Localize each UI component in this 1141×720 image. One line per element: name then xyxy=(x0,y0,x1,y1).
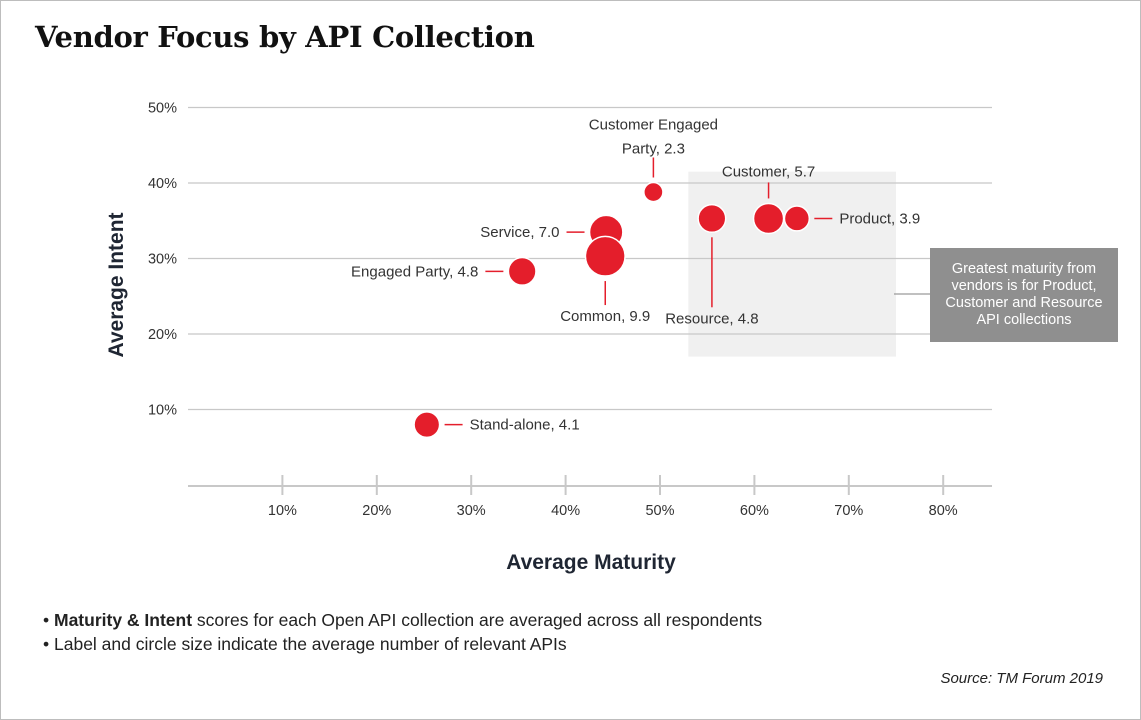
highlight-region xyxy=(688,171,896,357)
source-note: Source: TM Forum 2019 xyxy=(940,670,1103,687)
bubble-label: Customer Engaged Party, 2.3 xyxy=(589,117,718,158)
bubble xyxy=(697,203,727,234)
y-tick-label: 10% xyxy=(148,403,177,419)
bubble xyxy=(783,205,811,232)
note-item: • Label and circle size indicate the ave… xyxy=(43,634,567,654)
note-text: Label and circle size indicate the avera… xyxy=(54,634,567,654)
bubble-label: Common, 9.9 xyxy=(560,308,650,325)
note-bold: Maturity & Intent xyxy=(54,610,193,630)
y-tick-label: 20% xyxy=(148,327,177,343)
bubble xyxy=(584,235,626,277)
y-tick-label: 30% xyxy=(148,252,177,268)
y-axis-label: Average Intent xyxy=(105,212,128,358)
bubble xyxy=(413,411,441,439)
x-tick-label: 70% xyxy=(834,503,863,519)
note-text: scores for each Open API collection are … xyxy=(192,610,763,630)
bubble-label: Engaged Party, 4.8 xyxy=(351,263,478,280)
x-tick-label: 20% xyxy=(362,503,391,519)
x-axis-label: Average Maturity xyxy=(506,551,676,574)
y-tick-label: 50% xyxy=(148,101,177,117)
bubble xyxy=(643,181,664,203)
notes-list: • Maturity & Intent scores for each Open… xyxy=(43,608,762,656)
x-tick-label: 50% xyxy=(645,503,674,519)
x-tick-label: 80% xyxy=(929,503,958,519)
callout-text: Greatest maturity from vendors is for Pr… xyxy=(945,261,1103,328)
note-item: • Maturity & Intent scores for each Open… xyxy=(43,610,763,630)
x-tick-label: 30% xyxy=(457,503,486,519)
bubble-label: Product, 3.9 xyxy=(839,210,920,227)
bubble-label: Customer, 5.7 xyxy=(722,163,815,180)
bubble-label: Resource, 4.8 xyxy=(665,310,758,327)
x-tick-label: 60% xyxy=(740,503,769,519)
bubble xyxy=(507,256,537,286)
bubble-label: Stand-alone, 4.1 xyxy=(470,417,580,434)
bubble-label: Service, 7.0 xyxy=(480,224,559,241)
y-tick-label: 40% xyxy=(148,176,177,192)
x-tick-label: 40% xyxy=(551,503,580,519)
x-tick-label: 10% xyxy=(268,503,297,519)
chart-title: Vendor Focus by API Collection xyxy=(35,20,535,54)
bubble xyxy=(752,202,785,235)
callout-box: Greatest maturity from vendors is for Pr… xyxy=(930,248,1118,342)
